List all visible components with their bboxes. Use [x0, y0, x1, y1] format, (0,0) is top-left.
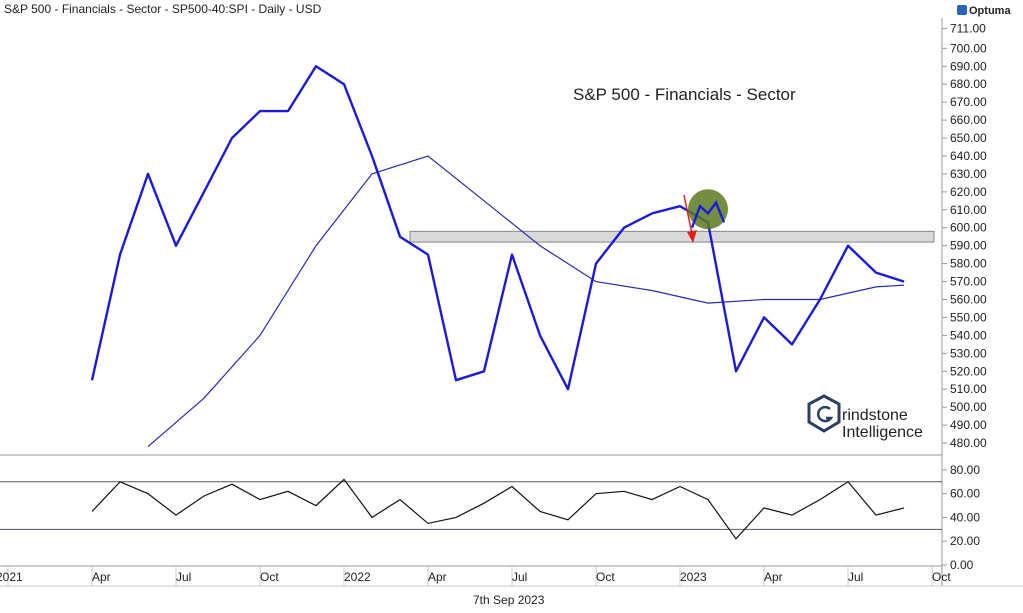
x-tick-label: Oct [596, 570, 615, 584]
grindstone-wordmark: rindstone [842, 407, 908, 424]
optuma-logo-icon [957, 5, 967, 15]
rsi-tick-label: 0.00 [950, 558, 974, 572]
price-tick-label: 620.00 [950, 185, 987, 199]
x-tick-label: Apr [428, 570, 447, 584]
rsi-tick-label: 60.00 [950, 487, 980, 501]
price-line [90, 65, 905, 391]
price-tick-label: 660.00 [950, 113, 987, 127]
price-tick-label: 610.00 [950, 203, 987, 217]
x-tick-label: 2023 [680, 570, 707, 584]
x-tick-label: 2022 [344, 570, 371, 584]
chart-title: S&P 500 - Financials - Sector [573, 85, 796, 104]
rsi-tick-label: 80.00 [950, 463, 980, 477]
price-tick-label: 500.00 [950, 400, 987, 414]
optuma-logo: Optuma [957, 5, 1011, 17]
x-tick-label: Oct [932, 570, 951, 584]
down-arrow-head [687, 230, 697, 243]
x-tick-label: Jul [848, 570, 863, 584]
price-tick-label: 640.00 [950, 149, 987, 163]
rsi-line [91, 478, 905, 540]
price-tick-label: 680.00 [950, 77, 987, 91]
price-tick-label: 590.00 [950, 239, 987, 253]
price-tick-label: 580.00 [950, 257, 987, 271]
price-tick-label: 480.00 [950, 436, 987, 450]
peak-highlight-circle [688, 189, 728, 230]
price-tick-label: 711.00 [950, 22, 986, 36]
price-tick-label: 670.00 [950, 95, 987, 109]
price-tick-label: 510.00 [950, 382, 987, 396]
grindstone-hex-icon [807, 394, 841, 433]
grindstone-logo: rindstone Intelligence [807, 394, 923, 441]
x-tick-label: Jul [176, 570, 191, 584]
x-axis: 2021 Apr Jul Oct 2022 Apr Jul Oct 2023 Apr Jul Oct [0, 566, 951, 586]
moving-average-line [147, 155, 905, 448]
price-panel [90, 65, 935, 448]
price-tick-label: 650.00 [950, 131, 987, 145]
price-tick-label: 490.00 [950, 418, 987, 432]
footer-date: 7th Sep 2023 [473, 593, 545, 607]
x-tick-label: Apr [92, 570, 111, 584]
price-tick-label: 560.00 [950, 293, 987, 307]
price-tick-label: 570.00 [950, 275, 987, 289]
price-tick-label: 700.00 [950, 41, 987, 55]
price-y-axis: 711.00 700.00 690.00 680.00 670.00 660.00 650.… [942, 22, 987, 450]
resistance-band [409, 230, 935, 243]
price-tick-label: 530.00 [950, 346, 987, 360]
x-tick-label: Oct [260, 570, 279, 584]
optuma-logo-text: Optuma [969, 5, 1011, 17]
rsi-panel [0, 478, 942, 540]
price-tick-label: 600.00 [950, 221, 987, 235]
x-tick-label: 2021 [0, 570, 23, 584]
rsi-tick-label: 40.00 [950, 510, 980, 524]
down-arrow-shaft [683, 194, 693, 235]
price-tick-label: 540.00 [950, 328, 987, 342]
price-tick-label: 690.00 [950, 59, 987, 73]
x-tick-label: Jul [512, 570, 527, 584]
rsi-tick-label: 20.00 [950, 534, 980, 548]
rsi-y-axis: 80.00 60.00 40.00 20.00 0.00 [942, 463, 980, 572]
chart-header-title: S&P 500 - Financials - Sector - SP500-40… [4, 2, 322, 16]
price-tick-label: 630.00 [950, 167, 987, 181]
price-tick-label: 550.00 [950, 310, 987, 324]
peak-highlight-trace [690, 200, 726, 229]
x-tick-label: Apr [764, 570, 783, 584]
price-tick-label: 520.00 [950, 364, 987, 378]
intelligence-wordmark: Intelligence [842, 424, 923, 441]
